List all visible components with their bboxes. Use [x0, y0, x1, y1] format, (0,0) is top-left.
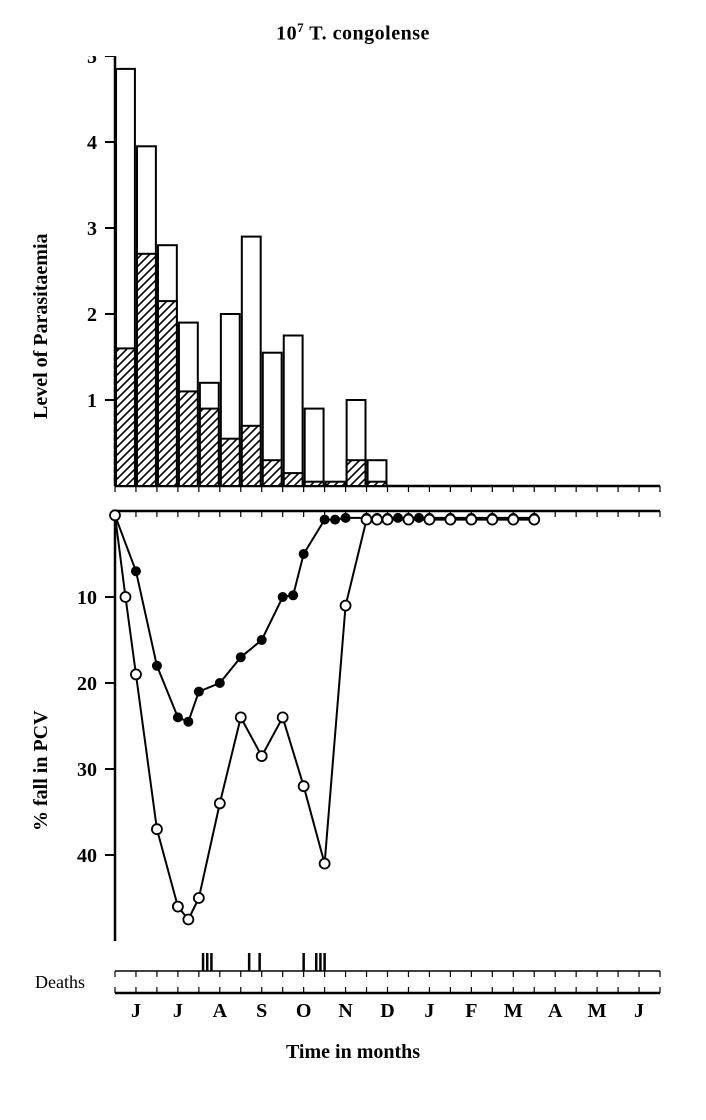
x-axis-label: Time in months [20, 1041, 686, 1064]
ylabel-top: Level of Parasitaemia [30, 234, 53, 420]
svg-text:4: 4 [87, 132, 97, 154]
svg-text:D: D [380, 1000, 394, 1022]
svg-text:J: J [424, 1000, 434, 1022]
svg-text:40: 40 [77, 845, 97, 867]
chart-svg: 1 2 3 4 5 10 20 30 40 J J A S O N D J F M A M J [20, 56, 680, 1026]
svg-text:3: 3 [87, 218, 97, 240]
svg-text:S: S [256, 1000, 267, 1022]
svg-text:J: J [131, 1000, 141, 1022]
svg-text:A: A [548, 1000, 563, 1022]
svg-text:F: F [465, 1000, 477, 1022]
svg-text:N: N [338, 1000, 353, 1022]
deaths-label: Deaths [35, 972, 85, 993]
svg-text:A: A [213, 1000, 228, 1022]
svg-text:O: O [296, 1000, 312, 1022]
svg-text:10: 10 [77, 587, 97, 609]
svg-text:M: M [504, 1000, 523, 1022]
svg-text:J: J [173, 1000, 183, 1022]
svg-text:J: J [634, 1000, 644, 1022]
svg-text:30: 30 [77, 759, 97, 781]
chart-title: 107 T. congolense [20, 20, 686, 46]
svg-text:2: 2 [87, 304, 97, 326]
svg-text:M: M [588, 1000, 607, 1022]
svg-text:1: 1 [87, 390, 97, 412]
svg-text:20: 20 [77, 673, 97, 695]
ylabel-bottom: % fall in PCV [30, 710, 53, 831]
figure-root: 107 T. congolense Level of Parasitaemia … [20, 20, 686, 1064]
svg-text:5: 5 [87, 56, 97, 68]
